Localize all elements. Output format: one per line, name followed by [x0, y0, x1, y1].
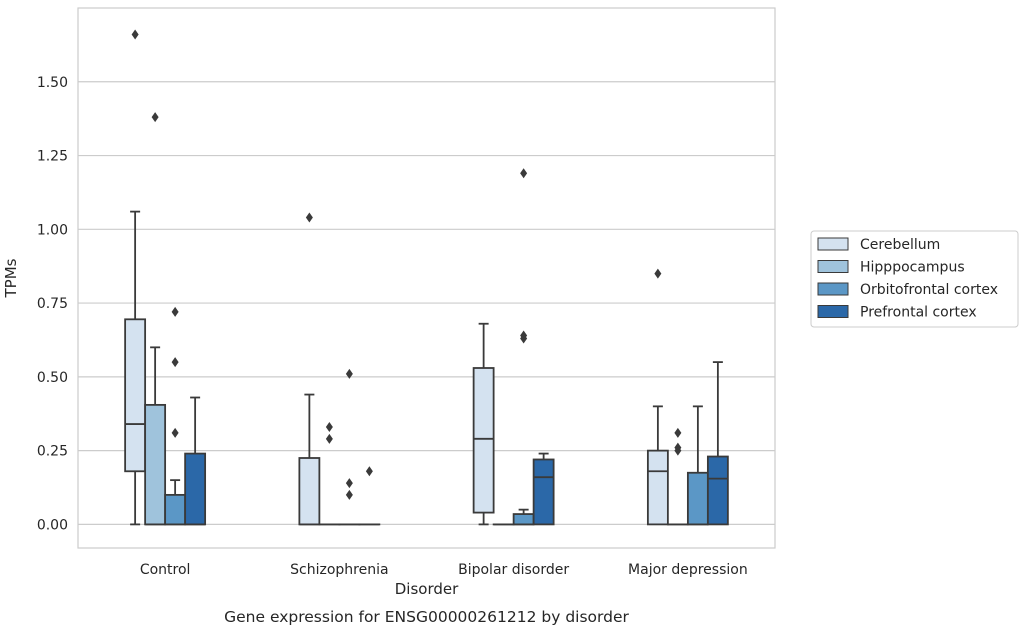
legend-swatch — [817, 305, 849, 318]
legend-swatch — [817, 282, 849, 296]
box-orbitofrontal-cortex — [686, 405, 709, 526]
box-iqr — [164, 493, 187, 526]
box-orbitofrontal-cortex — [512, 168, 535, 526]
y-tick-label: 0.25 — [37, 444, 68, 460]
box-hipppocampus — [318, 422, 341, 526]
outlier-point — [131, 29, 139, 40]
box-hipppocampus — [666, 427, 689, 526]
outlier-point — [520, 168, 528, 179]
box-cerebellum — [298, 212, 321, 526]
box-iqr — [706, 455, 729, 526]
grid-lines — [78, 81, 775, 525]
box-cerebellum — [472, 322, 495, 526]
box-cerebellum — [124, 29, 147, 526]
y-tick-label: 1.50 — [37, 75, 68, 91]
box-iqr — [472, 367, 495, 514]
x-axis-title: Disorder — [395, 580, 459, 598]
box-prefrontal-cortex — [532, 452, 555, 526]
outlier-point — [325, 433, 333, 444]
legend-swatch — [817, 237, 849, 251]
outlier-point — [171, 357, 179, 368]
legend-label: Prefrontal cortex — [860, 305, 977, 321]
y-tick-label: 1.00 — [37, 222, 68, 238]
outlier-point — [345, 478, 353, 489]
outlier-point — [345, 368, 353, 379]
outlier-point — [171, 306, 179, 317]
box-iqr — [686, 471, 709, 526]
legend-frame — [810, 230, 1019, 328]
box-prefrontal-cortex — [358, 466, 381, 526]
outlier-point — [151, 112, 159, 123]
box-groups — [124, 29, 729, 526]
y-tick-label: 0.00 — [37, 517, 68, 533]
box-cerebellum — [646, 268, 669, 526]
outlier-point — [171, 427, 179, 438]
legend-swatch — [817, 260, 849, 273]
box-iqr — [298, 457, 321, 526]
x-tick-label: Control — [140, 562, 191, 578]
x-tick-labels: Control Schizophrenia Bipolar disorder Majo… — [140, 562, 748, 578]
box-iqr — [646, 449, 669, 526]
y-tick-label: 0.75 — [37, 296, 68, 312]
outlier-point — [325, 422, 333, 433]
outlier-point — [305, 212, 313, 223]
box-iqr — [144, 403, 167, 526]
outlier-point — [345, 489, 353, 500]
outlier-point — [520, 333, 528, 344]
y-tick-labels: 0.00 0.25 0.50 0.75 1.00 1.25 1.50 — [37, 75, 68, 534]
legend-label: Hipppocampus — [860, 260, 965, 276]
x-tick-label: Schizophrenia — [290, 562, 388, 578]
box-hipppocampus — [144, 112, 167, 526]
box-orbitofrontal-cortex — [338, 368, 361, 526]
y-axis-title: TPMs — [2, 258, 20, 298]
x-tick-label: Major depression — [628, 562, 748, 578]
y-tick-label: 1.25 — [37, 149, 68, 165]
x-tick-label: Bipolar disorder — [458, 562, 569, 578]
box-prefrontal-cortex — [184, 396, 207, 526]
box-iqr — [184, 452, 207, 526]
legend: Cerebellum Hipppocampus Orbitofrontal cort… — [810, 230, 1019, 328]
outlier-point — [365, 466, 373, 477]
box-iqr — [512, 513, 535, 526]
outlier-point — [674, 445, 682, 456]
plot-area — [78, 8, 775, 548]
outlier-point — [674, 427, 682, 438]
y-tick-label: 0.50 — [37, 370, 68, 386]
legend-label: Orbitofrontal cortex — [860, 282, 998, 298]
chart-caption: Gene expression for ENSG00000261212 by d… — [224, 608, 629, 626]
box-iqr — [124, 318, 147, 473]
outlier-point — [654, 268, 662, 279]
legend-label: Cerebellum — [860, 237, 940, 253]
box-prefrontal-cortex — [706, 361, 729, 526]
box-iqr — [532, 458, 555, 526]
plot-frame — [77, 7, 776, 549]
